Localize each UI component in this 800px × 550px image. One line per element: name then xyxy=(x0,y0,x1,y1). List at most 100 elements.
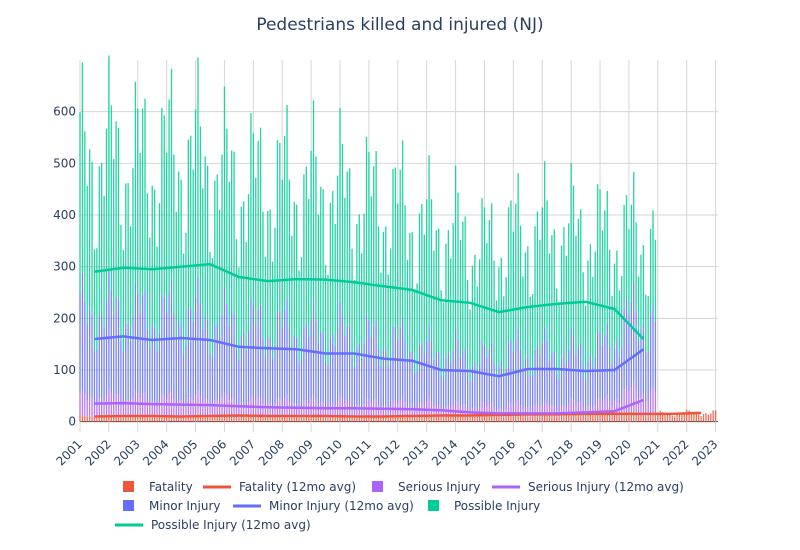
bar-pos xyxy=(194,109,197,298)
legend-item[interactable]: Minor Injury (12mo avg) xyxy=(233,499,414,513)
x-tick: 2022 xyxy=(660,437,691,468)
x-tick-label: 2009 xyxy=(285,437,316,468)
bar-ser xyxy=(440,410,442,418)
bar-pos xyxy=(486,242,488,358)
bar-ser xyxy=(122,406,124,418)
bar-fat xyxy=(661,412,664,422)
bar-fat xyxy=(647,416,649,422)
bar-min xyxy=(539,354,541,407)
bar-fat xyxy=(409,416,411,422)
bar-ser xyxy=(409,404,411,417)
bar-pos xyxy=(139,152,141,313)
bar-fat xyxy=(534,414,536,422)
x-tick: 2003 xyxy=(111,437,142,468)
bar-min xyxy=(649,315,652,391)
bar-fat xyxy=(640,414,642,422)
bar-min xyxy=(560,357,563,407)
bar-fat xyxy=(474,415,476,422)
bar-min xyxy=(368,320,370,400)
bar-min xyxy=(329,337,332,404)
bar-fat xyxy=(652,412,654,422)
bar-fat xyxy=(625,412,628,422)
bar-fat xyxy=(346,415,348,422)
bar-pos xyxy=(536,211,539,345)
bar-pos xyxy=(161,107,163,295)
bar-fat xyxy=(710,413,712,422)
legend-item[interactable]: Possible Injury (12mo avg) xyxy=(115,518,311,532)
bar-ser xyxy=(334,405,336,418)
bar-min xyxy=(209,353,211,407)
bar-ser xyxy=(351,407,353,418)
bar-pos xyxy=(575,235,577,354)
bar-pos xyxy=(178,171,180,321)
bar-min xyxy=(404,341,406,403)
bar-fat xyxy=(168,415,170,422)
bar-fat xyxy=(524,415,527,422)
bar-fat xyxy=(351,417,353,422)
bar-pos xyxy=(129,226,132,342)
legend-item[interactable]: Fatality xyxy=(123,480,193,494)
bar-pos xyxy=(209,251,211,354)
bar-fat xyxy=(356,417,358,422)
bar-min xyxy=(491,343,493,403)
bar-fat xyxy=(577,413,580,422)
legend-item[interactable]: Possible Injury xyxy=(428,499,540,513)
bar-ser xyxy=(524,407,527,416)
legend[interactable]: Fatality Fatality (12mo avg) Serious Injur… xyxy=(115,480,684,532)
legend-item[interactable]: Serious Injury xyxy=(372,480,480,494)
bar-min xyxy=(488,349,490,405)
legend-item[interactable]: Minor Injury xyxy=(123,499,221,513)
bar-ser xyxy=(209,406,211,418)
bar-fat xyxy=(666,413,669,422)
bar-pos xyxy=(608,249,611,347)
bar-min xyxy=(421,342,423,402)
bar-min xyxy=(551,353,553,406)
bar-fat xyxy=(553,413,555,422)
x-tick-label: 2003 xyxy=(111,437,142,468)
bar-ser xyxy=(594,405,596,415)
bar-fat xyxy=(182,418,185,422)
bar-fat xyxy=(161,415,163,422)
bar-ser xyxy=(630,387,632,413)
bar-ser xyxy=(93,405,96,419)
bar-min xyxy=(570,328,572,399)
bar-pos xyxy=(93,249,96,351)
bar-min xyxy=(341,315,344,399)
bar-ser xyxy=(428,397,430,413)
bar-fat xyxy=(361,417,363,422)
bar-ser xyxy=(401,397,404,414)
bar-pos xyxy=(426,199,428,341)
bar-fat xyxy=(178,416,180,422)
bar-fat xyxy=(411,416,413,422)
legend-item[interactable]: Fatality (12mo avg) xyxy=(203,480,356,494)
bar-min xyxy=(320,332,322,403)
bar-fat xyxy=(438,415,440,422)
bar-pos xyxy=(231,150,233,314)
bar-min xyxy=(575,353,577,405)
bar-pos xyxy=(274,227,276,346)
bar-pos xyxy=(298,270,300,364)
bar-pos xyxy=(476,286,478,374)
bar-pos xyxy=(478,259,481,364)
x-tick-label: 2019 xyxy=(573,437,604,468)
bar-fat xyxy=(430,414,433,422)
bar-ser xyxy=(146,401,149,417)
bar-min xyxy=(568,349,570,404)
bar-ser xyxy=(587,406,589,415)
bar-min xyxy=(197,276,199,391)
legend-item[interactable]: Serious Injury (12mo avg) xyxy=(492,480,684,494)
bar-pos xyxy=(310,150,312,319)
bar-min xyxy=(647,352,649,402)
bar-fat xyxy=(339,414,341,422)
bar-pos xyxy=(464,216,466,349)
bar-pos xyxy=(512,231,515,351)
bar-min xyxy=(459,356,462,407)
bar-ser xyxy=(262,403,264,417)
bar-ser xyxy=(211,407,214,418)
bar-min xyxy=(608,346,611,402)
bar-min xyxy=(286,298,288,396)
bar-pos xyxy=(356,223,358,347)
bar-fat xyxy=(122,417,124,422)
bar-ser xyxy=(413,409,416,418)
bar-pos xyxy=(199,126,202,305)
